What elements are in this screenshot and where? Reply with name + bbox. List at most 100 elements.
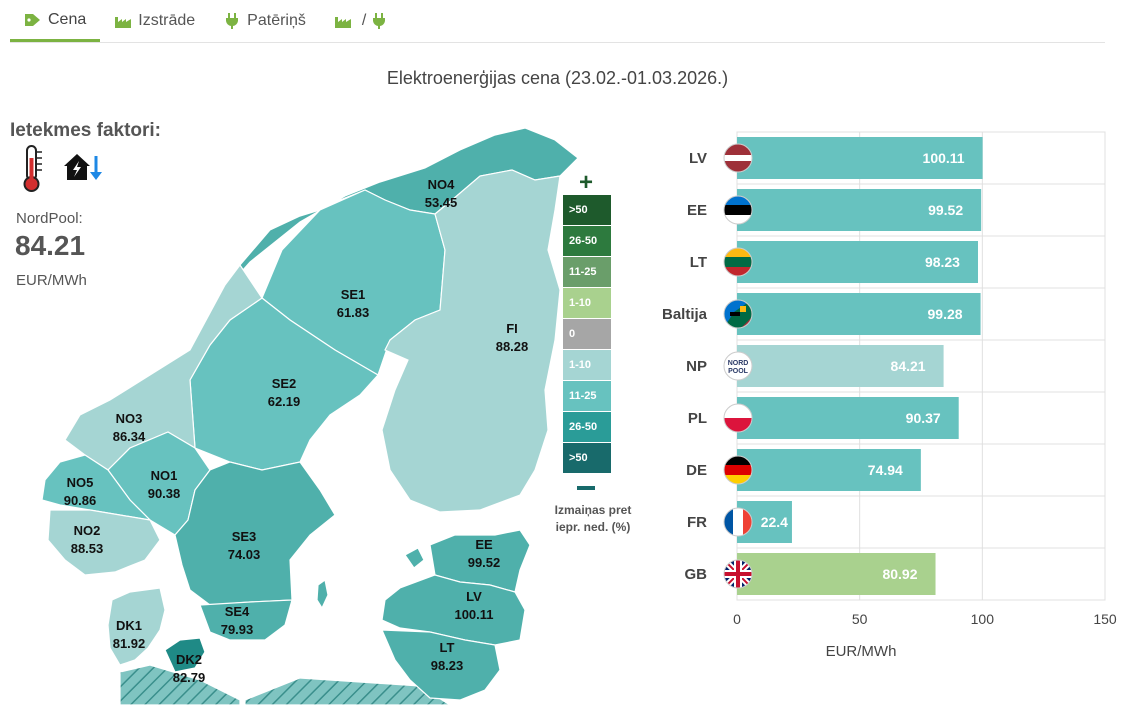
bar-value-label: 80.92 — [882, 566, 917, 582]
nordic-map — [41, 127, 579, 705]
change-legend: >50 26-50 11-25 1-10 0 1-10 11-25 26-50 >50 — [563, 195, 611, 474]
bar — [737, 553, 936, 595]
flag-border — [723, 455, 753, 485]
map-label-no1: NO1 90.38 — [147, 468, 181, 501]
factors-title: Ietekmes faktori: — [10, 120, 162, 141]
category-label: DE — [686, 462, 707, 479]
bar-value-label: 74.94 — [868, 462, 903, 478]
bar — [737, 449, 921, 491]
bar — [737, 397, 959, 439]
map-region-dk2 — [164, 637, 206, 673]
map-region-dk1 — [107, 587, 166, 666]
tab-paterins[interactable]: Patēriņš — [209, 0, 320, 42]
bar-value-label: 100.11 — [923, 150, 965, 166]
flag-border — [723, 299, 753, 329]
category-label: LT — [690, 254, 707, 271]
legend-cell: >50 — [563, 195, 611, 226]
x-axis-label: EUR/MWh — [826, 643, 897, 660]
bar-value-label: 99.52 — [928, 202, 963, 218]
map-region-se3 — [174, 461, 336, 606]
plug-icon — [373, 13, 386, 29]
map-label-lt: LT 98.23 — [430, 640, 464, 673]
x-tick-label: 0 — [733, 611, 741, 627]
flag-border — [723, 559, 753, 589]
flag-border — [723, 351, 753, 381]
map-region-lt — [381, 629, 501, 701]
map-region-lv — [381, 574, 526, 646]
map-region-no2 — [47, 509, 161, 576]
flag-border — [723, 507, 753, 537]
map-label-no4: NO4 53.45 — [424, 177, 458, 210]
map-island-saaremaa — [404, 547, 425, 569]
tab-balance[interactable]: / — [320, 0, 408, 42]
bar — [737, 293, 981, 335]
map-region-de — [119, 664, 241, 705]
legend-cell: >50 — [563, 443, 611, 474]
tab-izstrade[interactable]: Izstrāde — [100, 0, 209, 42]
legend-caption-line: iepr. ned. (%) — [555, 520, 631, 534]
price-bar-chart: 100.11 LV 99.52 EE 98.23 LT 99.28 Baltija 84.21 N… — [662, 131, 1117, 660]
flag-border — [723, 403, 753, 433]
tab-bar: Cena Izstrāde Patēriņš / — [10, 0, 1105, 43]
flag-fr-icon — [724, 508, 752, 536]
flag-lv-icon — [724, 144, 752, 172]
tab-cena[interactable]: Cena — [10, 0, 101, 42]
bar — [737, 189, 982, 231]
bar-value-label: 98.23 — [925, 254, 960, 270]
map-label-no2: NO2 88.53 — [70, 523, 104, 556]
x-tick-label: 150 — [1093, 611, 1117, 627]
map-label-dk1: DK1 81.92 — [112, 618, 146, 651]
legend-cell: 11-25 — [563, 381, 611, 412]
map-label-no3: NO3 86.34 — [112, 411, 146, 444]
bar-value-label: 84.21 — [891, 358, 926, 374]
legend-caption: Izmaiņas pret iepr. ned. (%) — [543, 502, 643, 536]
map-label-ee: EE 99.52 — [467, 537, 501, 570]
map-region-fi — [381, 169, 561, 513]
x-tick-label: 50 — [852, 611, 868, 627]
bar-value-label: 22.4 — [761, 514, 788, 530]
flag-border — [723, 247, 753, 277]
map-label-se3: SE3 74.03 — [227, 529, 261, 562]
legend-cell: 1-10 — [563, 350, 611, 381]
bar-value-label: 99.28 — [928, 306, 963, 322]
bar — [737, 241, 978, 283]
page-title: Elektroenerģijas cena (23.02.-01.03.2026… — [386, 68, 729, 88]
category-label: EE — [687, 202, 707, 219]
flag-ee-icon — [724, 196, 752, 224]
tab-separator: / — [361, 12, 367, 29]
legend-cell: 11-25 — [563, 257, 611, 288]
tab-label: Patēriņš — [247, 12, 306, 29]
bar — [737, 345, 944, 387]
plug-icon — [226, 13, 239, 29]
map-label-se2: SE2 62.19 — [267, 376, 301, 409]
legend-caption-line: Izmaiņas pret — [554, 503, 632, 517]
bar — [737, 137, 983, 179]
svg-text:POOL: POOL — [728, 368, 749, 375]
flag-baltics-icon — [724, 300, 752, 328]
legend-cell: 1-10 — [563, 288, 611, 319]
nordpool-value: 84.21 — [15, 230, 86, 261]
map-island-gotland — [316, 578, 329, 610]
category-label: NP — [686, 358, 707, 375]
map-region-se4 — [199, 599, 293, 641]
category-label: GB — [685, 566, 708, 583]
factory-icon — [115, 17, 132, 28]
x-tick-label: 100 — [971, 611, 995, 627]
svg-text:NORD: NORD — [728, 360, 749, 367]
nordpool-unit: EUR/MWh — [16, 272, 87, 289]
house-power-down-icon — [64, 154, 102, 180]
map-label-lv: LV 100.11 — [454, 589, 494, 622]
tab-label: Cena — [48, 10, 87, 28]
factory-icon — [334, 17, 351, 28]
flag-de-icon — [724, 456, 752, 484]
flag-lt-icon — [724, 248, 752, 276]
legend-plus-icon: + — [578, 169, 593, 196]
tag-icon — [25, 13, 40, 26]
category-label: PL — [688, 410, 707, 427]
map-label-no5: NO5 90.86 — [63, 475, 97, 508]
legend-minus-icon — [577, 486, 595, 490]
map-label-dk2: DK2 82.79 — [172, 652, 206, 685]
legend-cell: 0 — [563, 319, 611, 350]
category-label: FR — [687, 514, 707, 531]
